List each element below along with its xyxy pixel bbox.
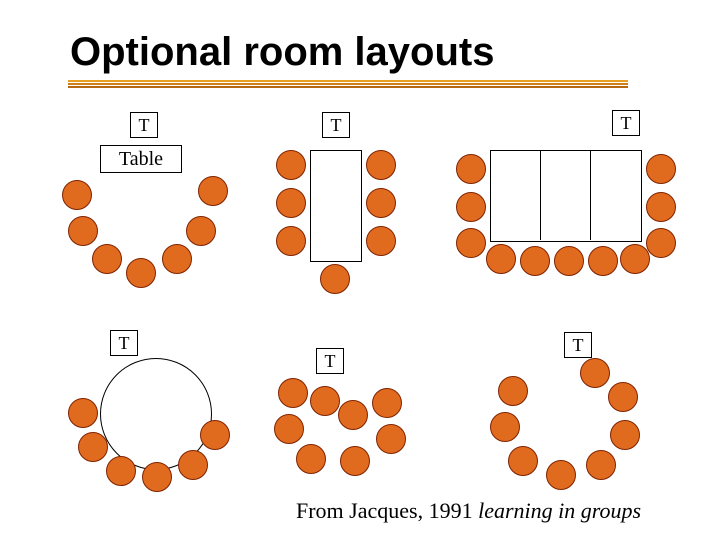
page-title: Optional room layouts [70, 30, 494, 75]
layout6-t-label: T [564, 332, 592, 358]
seat-dot [608, 382, 638, 412]
seat-dot [186, 216, 216, 246]
seat-dot [296, 444, 326, 474]
underline-stripe-3 [68, 86, 628, 88]
seat-dot [92, 244, 122, 274]
seat-dot [78, 432, 108, 462]
seat-dot [646, 192, 676, 222]
seat-dot [274, 414, 304, 444]
layout1-table-label: Table [100, 145, 182, 173]
seat-dot [340, 446, 370, 476]
seat-dot [200, 420, 230, 450]
seat-dot [586, 450, 616, 480]
table-divider [590, 150, 591, 240]
layout3-t-label: T [612, 110, 640, 136]
seat-dot [198, 176, 228, 206]
layout1-t-label: T [130, 112, 158, 138]
seat-dot [372, 388, 402, 418]
seat-dot [498, 376, 528, 406]
seat-dot [320, 264, 350, 294]
seat-dot [338, 400, 368, 430]
seat-dot [490, 412, 520, 442]
caption-italic: learning in groups [478, 498, 641, 523]
seat-dot [520, 246, 550, 276]
layout2-table-rect [310, 150, 362, 262]
seat-dot [508, 446, 538, 476]
seat-dot [646, 228, 676, 258]
seat-dot [588, 246, 618, 276]
seat-dot [366, 188, 396, 218]
seat-dot [68, 216, 98, 246]
seat-dot [178, 450, 208, 480]
underline-stripe-2 [68, 83, 628, 85]
seat-dot [310, 386, 340, 416]
layout5-t-label: T [316, 348, 344, 374]
table-divider [540, 150, 541, 240]
seat-dot [376, 424, 406, 454]
seat-dot [142, 462, 172, 492]
diagram-canvas: Optional room layouts T Table T T T T T … [0, 0, 720, 540]
seat-dot [456, 154, 486, 184]
seat-dot [554, 246, 584, 276]
seat-dot [546, 460, 576, 490]
source-caption: From Jacques, 1991 learning in groups [296, 498, 641, 524]
seat-dot [276, 188, 306, 218]
caption-prefix: From Jacques, 1991 [296, 498, 478, 523]
seat-dot [366, 226, 396, 256]
layout4-t-label: T [110, 330, 138, 356]
seat-dot [620, 244, 650, 274]
seat-dot [456, 192, 486, 222]
seat-dot [126, 258, 156, 288]
seat-dot [162, 244, 192, 274]
seat-dot [106, 456, 136, 486]
seat-dot [486, 244, 516, 274]
layout2-t-label: T [322, 112, 350, 138]
seat-dot [278, 378, 308, 408]
seat-dot [456, 228, 486, 258]
seat-dot [68, 398, 98, 428]
underline-stripe-1 [68, 80, 628, 82]
seat-dot [580, 358, 610, 388]
seat-dot [276, 226, 306, 256]
seat-dot [646, 154, 676, 184]
seat-dot [610, 420, 640, 450]
seat-dot [276, 150, 306, 180]
seat-dot [366, 150, 396, 180]
seat-dot [62, 180, 92, 210]
title-underline [68, 80, 628, 90]
layout3-table-rect [490, 150, 642, 242]
